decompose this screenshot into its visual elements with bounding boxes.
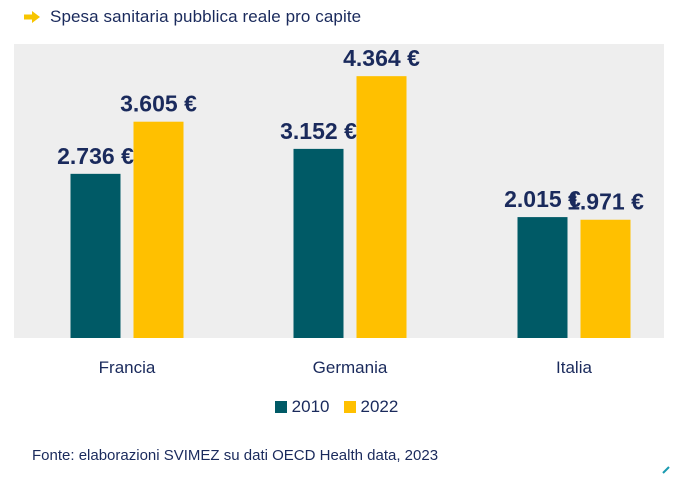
legend: 2010 2022 <box>0 397 673 417</box>
legend-item-2022: 2022 <box>343 397 399 417</box>
bar-francia-2022 <box>133 121 184 338</box>
legend-label-2010: 2010 <box>291 397 330 416</box>
bar-francia-2010 <box>70 173 121 338</box>
data-label-germania-2022: 4.364 € <box>343 45 420 71</box>
data-label-francia-2022: 3.605 € <box>120 91 197 117</box>
source-note: Fonte: elaborazioni SVIMEZ su dati OECD … <box>32 447 439 464</box>
arrow-right-icon <box>24 11 40 23</box>
category-label-italia: Italia <box>556 358 592 377</box>
bar-germania-2010 <box>293 148 344 338</box>
chart-title-row: Spesa sanitaria pubblica reale pro capit… <box>24 4 361 30</box>
chart-title: Spesa sanitaria pubblica reale pro capit… <box>50 7 362 26</box>
data-label-italia-2022: 1.971 € <box>567 189 644 215</box>
category-label-francia: Francia <box>99 358 156 377</box>
legend-swatch-2010 <box>274 401 287 413</box>
corner-tick-icon <box>662 466 670 474</box>
bar-italia-2010 <box>517 217 568 338</box>
bar-italia-2022 <box>580 219 631 338</box>
category-label-germania: Germania <box>313 358 388 377</box>
legend-swatch-2022 <box>343 401 356 413</box>
legend-item-2010: 2010 <box>274 397 330 417</box>
bar-chart: 2.736 € 3.605 € Francia 3.152 € 4.364 € Germa… <box>57 45 644 377</box>
bar-germania-2022 <box>356 76 407 338</box>
data-label-francia-2010: 2.736 € <box>57 143 134 169</box>
legend-label-2022: 2022 <box>360 397 399 416</box>
data-label-italia-2010: 2.015 € <box>504 186 581 212</box>
data-label-germania-2010: 3.152 € <box>280 118 357 144</box>
